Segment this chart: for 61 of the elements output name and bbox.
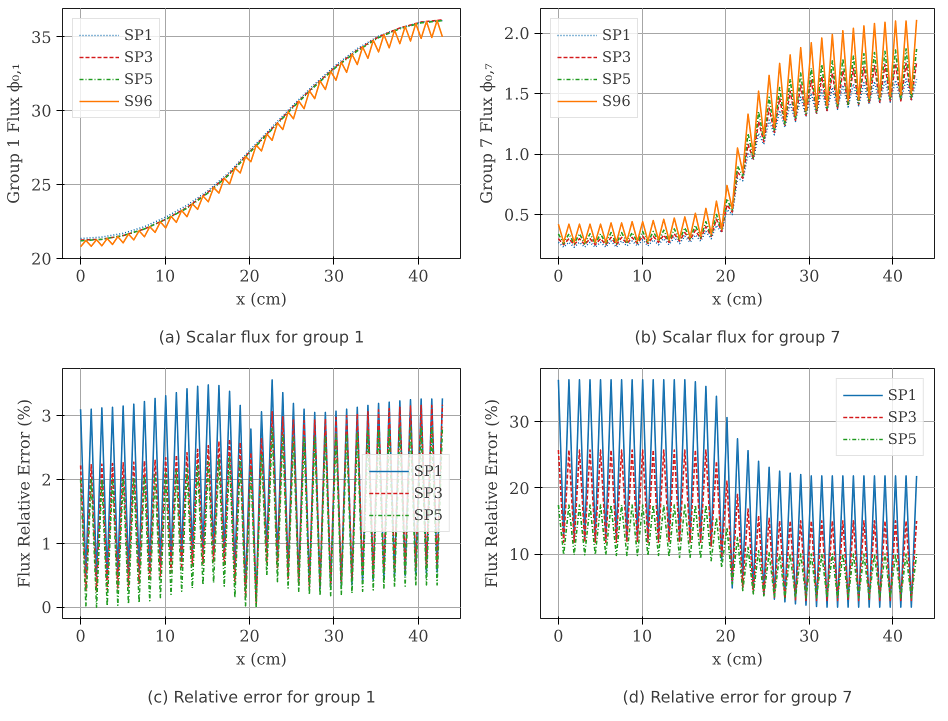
x-tick-label: 20 <box>715 626 736 646</box>
x-axis-title: x (cm) <box>236 650 287 668</box>
y-axis-title: Flux Relative Error (%) <box>14 399 34 588</box>
legend-label: SP1 <box>414 462 443 480</box>
x-tick-label: 0 <box>553 266 564 286</box>
y-tick-label: 1.0 <box>504 145 530 164</box>
x-tick-label: 30 <box>799 626 820 646</box>
y-tick-label: 10 <box>509 545 530 564</box>
legend-label: SP1 <box>124 26 154 44</box>
x-tick-label: 10 <box>632 266 652 286</box>
x-tick-label: 40 <box>882 266 904 286</box>
y-tick-label: 35 <box>31 28 52 47</box>
x-tick-label: 10 <box>154 626 176 646</box>
x-axis-title: x (cm) <box>236 290 287 308</box>
y-tick-label: 30 <box>31 102 52 121</box>
text: (c) Relative error for group 1 <box>147 688 376 706</box>
x-tick-label: 0 <box>75 266 86 286</box>
legend-label: SP3 <box>414 484 443 502</box>
legend-label: SP5 <box>124 70 154 88</box>
legend-label: SP5 <box>414 506 443 524</box>
x-tick-label: 40 <box>408 626 429 646</box>
y-tick-label: 20 <box>509 478 530 498</box>
legend-label: S96 <box>124 92 153 110</box>
x-tick-label: 40 <box>408 266 429 286</box>
x-tick-label: 30 <box>324 266 344 286</box>
y-tick-label: 1 <box>41 534 52 554</box>
y-axis-title: Group 7 Flux ϕ₀,₇ <box>477 63 496 204</box>
legend-label: SP3 <box>888 408 917 426</box>
legend-label: SP1 <box>888 386 917 404</box>
x-tick-label: 20 <box>715 266 736 286</box>
x-tick-label: 30 <box>324 626 344 646</box>
x-axis-title: x (cm) <box>712 290 763 308</box>
legend-label: SP3 <box>602 48 632 66</box>
x-tick-label: 20 <box>239 266 260 286</box>
text: (a) Scalar flux for group 1 <box>158 328 364 346</box>
x-tick-label: 0 <box>553 626 564 646</box>
y-axis-title: Group 1 Flux ϕ₀,₁ <box>4 63 24 204</box>
x-tick-label: 20 <box>239 626 260 646</box>
x-axis-title: x (cm) <box>712 650 763 668</box>
x-tick-label: 10 <box>154 266 176 286</box>
text: (d) Relative error for group 7 <box>622 688 852 706</box>
y-tick-label: 30 <box>509 412 530 432</box>
text: (b) Scalar flux for group 7 <box>634 328 841 346</box>
y-tick-label: 0 <box>41 598 52 618</box>
y-tick-label: 2 <box>41 470 52 490</box>
x-tick-label: 10 <box>632 626 652 646</box>
legend-label: SP3 <box>124 48 154 66</box>
y-tick-label: 25 <box>31 176 52 195</box>
y-axis-title: Flux Relative Error (%) <box>482 399 502 588</box>
y-tick-label: 1.5 <box>504 84 530 104</box>
y-tick-label: 20 <box>31 250 52 268</box>
legend-label: SP1 <box>602 26 632 44</box>
y-tick-label: 2.0 <box>504 24 530 44</box>
legend-label: S96 <box>602 92 631 110</box>
x-tick-label: 30 <box>799 266 820 286</box>
legend-label: SP5 <box>888 430 917 448</box>
y-tick-label: 3 <box>41 406 52 426</box>
x-tick-label: 40 <box>882 626 904 646</box>
legend-label: SP5 <box>602 70 632 88</box>
y-tick-label: 0.5 <box>504 205 530 224</box>
x-tick-label: 0 <box>75 626 86 646</box>
